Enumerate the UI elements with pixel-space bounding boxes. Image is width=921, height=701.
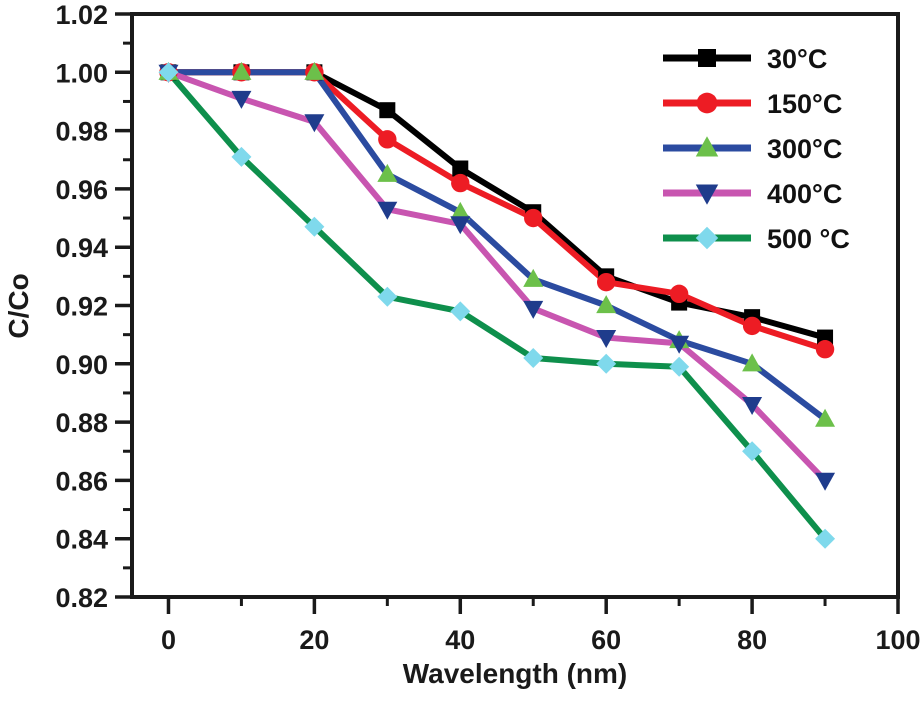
legend-item[interactable]: 500 °C [663, 224, 850, 254]
data-point [158, 62, 179, 83]
y-tick-label: 0.96 [55, 175, 108, 205]
legend-label: 400°C [767, 179, 842, 209]
y-tick-label: 0.92 [55, 292, 108, 322]
data-point [815, 408, 836, 427]
chart-legend: 30°C 150°C 300°C 400°C 500 °C [663, 44, 850, 254]
data-point [450, 301, 471, 322]
data-point [669, 356, 690, 377]
legend-item[interactable]: 400°C [663, 179, 842, 209]
x-tick-label: 80 [737, 625, 767, 655]
data-point [304, 61, 325, 80]
data-point [596, 353, 617, 374]
x-tick-label: 20 [299, 625, 329, 655]
legend-item[interactable]: 300°C [663, 134, 842, 164]
legend-marker-swatch [695, 226, 719, 250]
data-point [596, 272, 616, 292]
data-point [596, 329, 617, 348]
data-point [523, 268, 544, 287]
data-point [742, 397, 763, 416]
y-tick-label: 0.82 [55, 583, 108, 613]
data-point [231, 146, 252, 167]
data-point [377, 286, 398, 307]
data-point [742, 316, 762, 336]
data-point [523, 347, 544, 368]
data-point [815, 472, 836, 491]
data-point [450, 216, 471, 235]
x-tick-label: 60 [591, 625, 621, 655]
data-point [231, 90, 252, 109]
legend-label: 300°C [767, 134, 842, 164]
data-point [377, 163, 398, 182]
y-tick-label: 0.84 [55, 525, 108, 555]
legend-marker-swatch [695, 136, 719, 157]
data-point [378, 130, 397, 149]
data-point [669, 335, 690, 354]
series-line [165, 69, 829, 542]
series-line [165, 69, 829, 353]
legend-marker-swatch [695, 184, 719, 205]
y-axis-tick-labels: 0.82 0.84 0.86 0.88 0.90 0.92 0.94 0.96 0.98 1.00… [55, 0, 108, 613]
data-point [669, 284, 689, 304]
y-axis-ticks [115, 12, 132, 599]
x-tick-label: 100 [875, 625, 920, 655]
x-axis-ticks [166, 597, 900, 614]
y-tick-label: 1.00 [55, 58, 108, 88]
legend-marker-swatch [696, 92, 718, 114]
data-point [815, 528, 836, 549]
data-point [452, 160, 469, 177]
x-axis-title: Wavelength (nm) [403, 658, 628, 689]
series-line [165, 69, 829, 341]
data-point [377, 201, 398, 220]
y-tick-label: 0.88 [55, 408, 108, 438]
data-point [379, 102, 396, 119]
data-point [524, 208, 543, 228]
y-axis-title: C/Co [3, 273, 34, 338]
data-point [596, 295, 617, 314]
legend-marker-swatch [698, 49, 716, 67]
x-tick-label: 0 [161, 625, 176, 655]
legend-label: 500 °C [767, 224, 850, 254]
data-point [304, 114, 325, 133]
data-point [523, 300, 544, 319]
y-tick-label: 0.94 [55, 233, 108, 263]
series-line [165, 69, 829, 423]
data-point [231, 61, 252, 80]
data-point [451, 173, 470, 193]
data-point [450, 201, 471, 220]
legend-label: 150°C [767, 89, 842, 119]
series-line [165, 69, 829, 484]
data-point [742, 353, 763, 372]
y-tick-label: 0.90 [55, 350, 108, 380]
data-point [815, 340, 835, 359]
x-tick-label: 40 [445, 625, 475, 655]
legend-item[interactable]: 150°C [663, 89, 842, 119]
y-tick-label: 0.98 [55, 117, 108, 147]
y-tick-label: 0.86 [55, 466, 108, 496]
legend-label: 30°C [767, 44, 827, 74]
data-series-group [158, 61, 836, 549]
y-tick-label: 1.02 [55, 0, 108, 30]
data-point [304, 216, 325, 237]
data-point [742, 441, 763, 462]
series-markers [158, 62, 836, 549]
legend-item[interactable]: 30°C [663, 44, 827, 74]
x-axis-tick-labels: 0 20 40 60 80 100 [161, 625, 921, 655]
